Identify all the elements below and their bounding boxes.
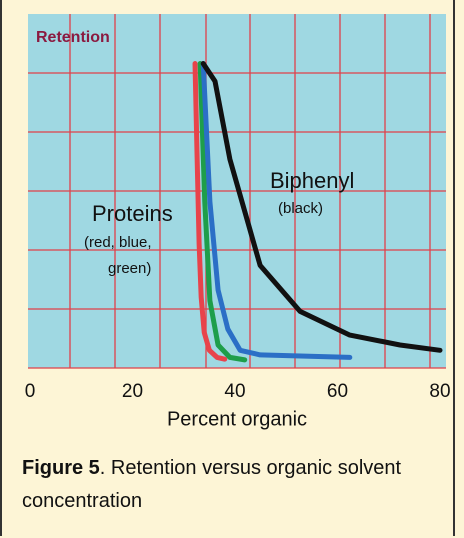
series-line [200,61,353,360]
x-tick-label: 60 [327,381,348,402]
annotation: green) [108,260,151,277]
x-tick-label: 20 [122,381,143,402]
annotation: (red, blue, [84,234,152,251]
x-tick-label: 80 [429,381,450,402]
x-tick-label: 40 [224,381,245,402]
caption: Figure 5. Retention versus organic solve… [22,452,432,518]
chart: Retention Biphenyl (black) Proteins (red… [25,14,451,430]
grid [28,14,446,369]
series-line [200,61,443,353]
frame [0,0,455,536]
annotation: Biphenyl [270,168,354,193]
x-tick-label: 0 [25,381,36,402]
series-line [197,61,248,363]
x-axis-label: Percent organic [167,408,307,430]
annotation: (black) [278,200,323,217]
y-axis-label: Retention [36,29,110,46]
caption-label: Figure 5 [22,457,100,479]
annotation: Proteins [92,201,173,226]
series-line [192,61,228,362]
caption-text: . Retention versus organic solvent conce… [22,457,402,512]
